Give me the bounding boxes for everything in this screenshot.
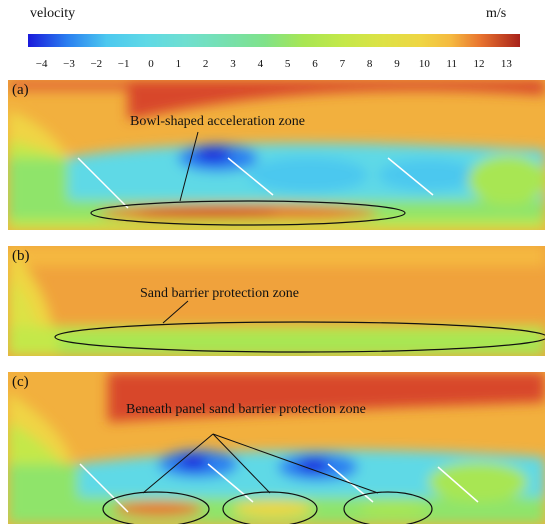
- colorbar-tick-label: 2: [202, 58, 209, 70]
- velocity-field-c: [8, 372, 545, 524]
- annotation-leader-c2: [212, 433, 271, 494]
- protection-zone-ellipse-2: [222, 491, 318, 524]
- colorbar-tick-label: 13: [500, 58, 512, 70]
- annotation-c: Beneath panel sand barrier protection zo…: [126, 402, 366, 417]
- solar-panel-7: [437, 466, 479, 503]
- colorbar-tick-label: 3: [230, 58, 236, 70]
- annotation-a: Bowl-shaped acceleration zone: [130, 114, 305, 129]
- colorbar-tick-label: −1: [117, 58, 130, 70]
- colorbar-tick-label: 1: [175, 58, 182, 70]
- velocity-field-a: [8, 80, 545, 230]
- colorbar-tick-label: −2: [90, 58, 103, 70]
- protection-zone-ellipse-1: [102, 491, 210, 524]
- colorbar-tick-label: 10: [418, 58, 430, 70]
- colorbar-tick-label: 7: [339, 58, 346, 70]
- annotation-leader-a: [179, 131, 199, 202]
- colorbar-tick-label: 12: [473, 58, 485, 70]
- colorbar-tick-label: −3: [63, 58, 75, 70]
- annotation-leader-c1: [142, 433, 214, 494]
- annotation-leader-b: [162, 300, 189, 324]
- panel-label-a: (a): [12, 82, 29, 98]
- colorbar-tick-label: 5: [284, 58, 291, 70]
- panel-a: (a) Bowl-shaped acceleration zone: [8, 80, 545, 230]
- colorbar-unit: m/s: [486, 6, 507, 21]
- solar-panel-3: [387, 157, 434, 196]
- protection-zone-ellipse: [54, 321, 545, 353]
- colorbar-tick-label: 6: [312, 58, 318, 70]
- colorbar-tick-label: 4: [257, 58, 264, 70]
- colorbar-tick-label: 0: [148, 58, 154, 70]
- panel-c: (c) Beneath panel s: [8, 372, 545, 524]
- panel-label-c: (c): [12, 374, 29, 390]
- colorbar: [28, 34, 520, 47]
- annotation-leader-c3: [212, 433, 379, 494]
- solar-panel-5: [207, 463, 254, 503]
- acceleration-zone-ellipse: [90, 200, 406, 226]
- protection-zone-ellipse-3: [343, 491, 433, 524]
- colorbar-tick-label: −4: [35, 58, 48, 70]
- velocity-field-b: [8, 246, 545, 356]
- colorbar-title: velocity: [30, 6, 76, 21]
- colorbar-tick-label: 9: [394, 58, 400, 70]
- colorbar-tick-label: 11: [446, 58, 457, 70]
- solar-panel-1: [77, 157, 129, 209]
- annotation-b: Sand barrier protection zone: [140, 286, 299, 301]
- panel-label-b: (b): [12, 248, 30, 264]
- colorbar-tick-label: 8: [366, 58, 373, 70]
- solar-panel-2: [227, 157, 274, 196]
- solar-panel-4: [79, 463, 129, 513]
- panel-b: (b) Sand barrier protection zone: [8, 246, 545, 356]
- colorbar-gradient: [28, 34, 520, 47]
